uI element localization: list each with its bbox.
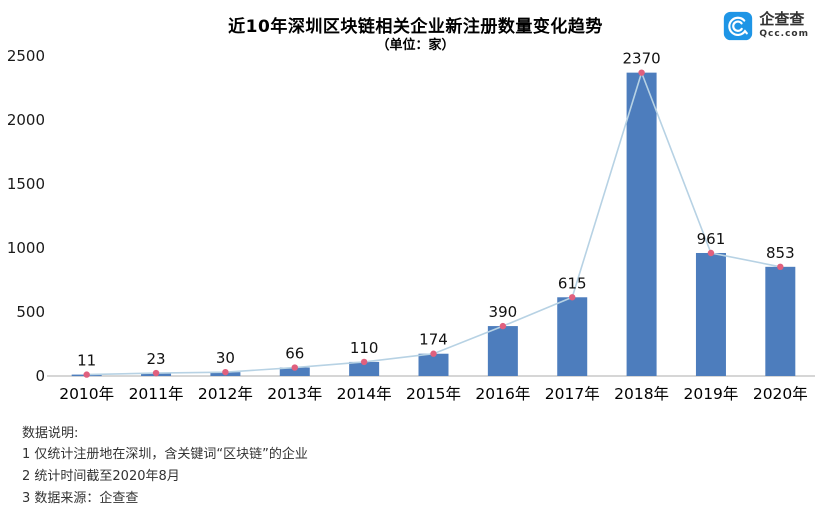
x-axis-label: 2014年 — [337, 385, 392, 403]
bar-value-label: 11 — [77, 352, 96, 370]
bar — [487, 326, 518, 376]
data-point — [638, 69, 645, 76]
data-point — [777, 263, 784, 271]
data-point — [360, 358, 368, 366]
chart-title: 近10年深圳区块链相关企业新注册数量变化趋势 — [228, 17, 603, 37]
y-tick-label: 1000 — [7, 239, 45, 257]
x-axis-label: 2018年 — [614, 385, 669, 403]
notes-heading: 数据说明: — [22, 426, 79, 441]
y-tick-label: 0 — [35, 367, 45, 385]
data-point — [430, 350, 437, 357]
data-point — [152, 369, 160, 377]
bar-value-label: 853 — [766, 244, 795, 262]
bar-value-label: 615 — [558, 274, 587, 292]
y-tick-label: 500 — [16, 303, 45, 321]
bar — [418, 353, 449, 376]
bar-value-label: 110 — [350, 339, 379, 357]
qcc-logo: 企查查 Qcc.com — [723, 11, 809, 41]
x-axis-label: 2019年 — [683, 385, 738, 403]
bar — [349, 361, 380, 376]
bar-value-label: 390 — [489, 303, 518, 321]
bar — [765, 266, 796, 376]
qcc-logo-domain: Qcc.com — [759, 29, 809, 40]
chart-subtitle: （单位：家） — [376, 38, 455, 53]
data-point — [222, 368, 229, 376]
x-axis-label: 2016年 — [475, 385, 530, 403]
bar-value-label: 30 — [216, 349, 235, 367]
trend-line — [86, 70, 781, 376]
qcc-logo-text: 企查查 Qcc.com — [759, 12, 809, 39]
note-line: 2 统计时间截至2020年8月 — [22, 469, 180, 484]
qcc-logo-name: 企查查 — [759, 10, 805, 29]
bar-value-label: 23 — [146, 350, 165, 368]
bar — [695, 252, 726, 376]
x-axis-label: 2012年 — [198, 385, 253, 403]
data-point — [83, 371, 90, 378]
data-point — [569, 294, 576, 301]
y-tick-label: 1500 — [7, 175, 45, 193]
bar-value-label: 961 — [697, 230, 726, 248]
data-point — [499, 322, 507, 330]
x-axis-label: 2010年 — [59, 385, 114, 403]
bar-value-label: 2370 — [622, 50, 660, 68]
x-axis-label: 2020年 — [753, 385, 808, 403]
bar — [557, 297, 588, 376]
x-axis-label: 2013年 — [267, 385, 322, 403]
data-point — [291, 364, 298, 371]
x-axis-label: 2011年 — [129, 385, 184, 403]
bar — [279, 367, 310, 376]
bar-value-label: 66 — [285, 345, 304, 363]
x-axis-label: 2015年 — [406, 385, 461, 403]
bar — [626, 72, 657, 376]
data-notes: 数据说明: 1 仅统计注册地在深圳，含关键词“区块链”的企业 2 统计时间截至20… — [22, 422, 308, 513]
bar-value-label: 174 — [419, 331, 448, 349]
data-point — [707, 249, 715, 257]
y-tick-label: 2500 — [7, 47, 45, 65]
note-line: 3 数据来源：企查查 — [22, 491, 139, 506]
x-axis-label: 2017年 — [545, 385, 600, 403]
y-tick-label: 2000 — [7, 111, 45, 129]
notes-list: 1 仅统计注册地在深圳，含关键词“区块链”的企业 2 统计时间截至2020年8月 3… — [22, 447, 308, 507]
note-line: 1 仅统计注册地在深圳，含关键词“区块链”的企业 — [22, 447, 308, 462]
qcc-logo-icon — [724, 11, 753, 41]
